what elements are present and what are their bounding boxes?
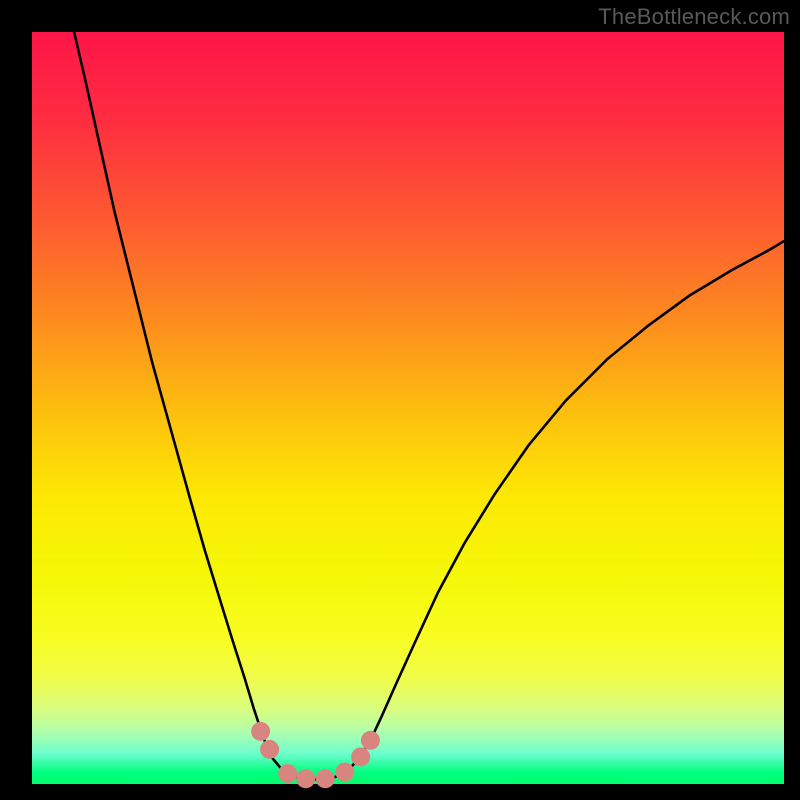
data-point <box>278 764 297 783</box>
data-point <box>361 731 380 750</box>
data-point <box>296 769 315 788</box>
data-point <box>351 747 370 766</box>
data-point <box>335 762 354 781</box>
data-point <box>260 740 279 759</box>
data-point <box>251 722 270 741</box>
data-point <box>316 769 335 788</box>
chart-container: TheBottleneck.com <box>0 0 800 800</box>
plot-svg <box>0 0 800 800</box>
plot-background <box>32 32 784 784</box>
